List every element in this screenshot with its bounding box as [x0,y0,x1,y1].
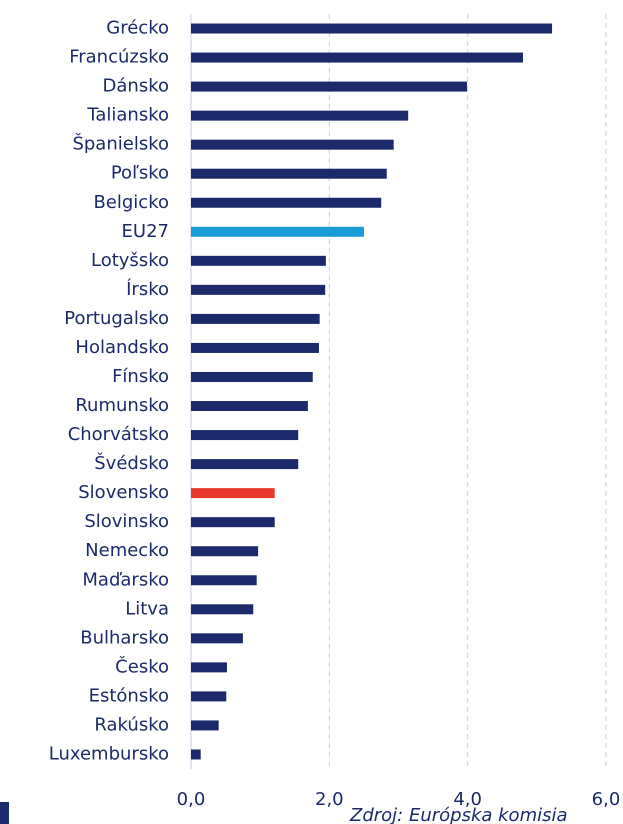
bar [191,488,275,499]
y-tick-label: EU27 [122,221,169,242]
bar [191,168,387,179]
bar [191,604,254,615]
y-tick-label: Luxembursko [49,743,169,764]
bar [191,749,201,760]
bar [191,517,275,528]
bar [191,459,299,470]
y-tick-label: Poľsko [111,163,169,184]
bar [191,81,467,92]
bar [191,255,326,266]
y-tick-label: Nemecko [85,540,169,561]
y-tick-label: Fínsko [112,366,169,387]
y-tick-label: Slovensko [78,482,169,503]
bar [191,342,319,353]
y-tick-label: Rumunsko [75,395,169,416]
source-note: Zdroj: Európska komisia [349,805,568,824]
y-tick-label: Chorvátsko [68,424,169,445]
bar [191,23,553,34]
y-tick-label: Holandsko [75,337,169,358]
bar [191,401,308,412]
y-tick-label: Belgicko [93,192,169,213]
bar [191,197,382,208]
y-tick-label: Slovinsko [84,511,169,532]
y-tick-label: Estónsko [89,685,169,706]
y-tick-label: Lotyšsko [91,250,169,271]
logo-mark [0,802,9,824]
y-tick-label: Dánsko [103,76,169,97]
bar [191,52,523,63]
y-tick-label: Francúzsko [69,47,169,68]
bar [191,226,364,237]
bar [191,691,227,702]
bar [191,546,259,557]
y-tick-label: Litva [125,598,169,619]
y-tick-label: Švédsko [94,452,169,474]
x-tick-label: 6,0 [592,789,621,810]
bar [191,633,243,644]
x-tick-label: 0,0 [177,789,206,810]
y-tick-label: Grécko [106,18,169,39]
bar [191,575,257,586]
y-tick-label: Taliansko [86,105,169,126]
y-tick-label: Rakúsko [94,714,169,735]
bar [191,284,326,295]
x-tick-label: 4,0 [453,789,482,810]
y-tick-label: Česko [115,655,169,677]
bar [191,371,313,382]
x-tick-label: 2,0 [315,789,344,810]
y-tick-label: Španielsko [72,133,169,155]
y-tick-label: Maďarsko [82,569,169,590]
y-tick-label: Portugalsko [64,308,169,329]
y-tick-label: Írsko [126,278,169,300]
y-tick-label: Bulharsko [80,627,169,648]
bar [191,110,409,121]
bar [191,720,219,731]
bar [191,430,299,441]
bar [191,313,320,324]
bar [191,662,227,673]
bar [191,139,394,150]
